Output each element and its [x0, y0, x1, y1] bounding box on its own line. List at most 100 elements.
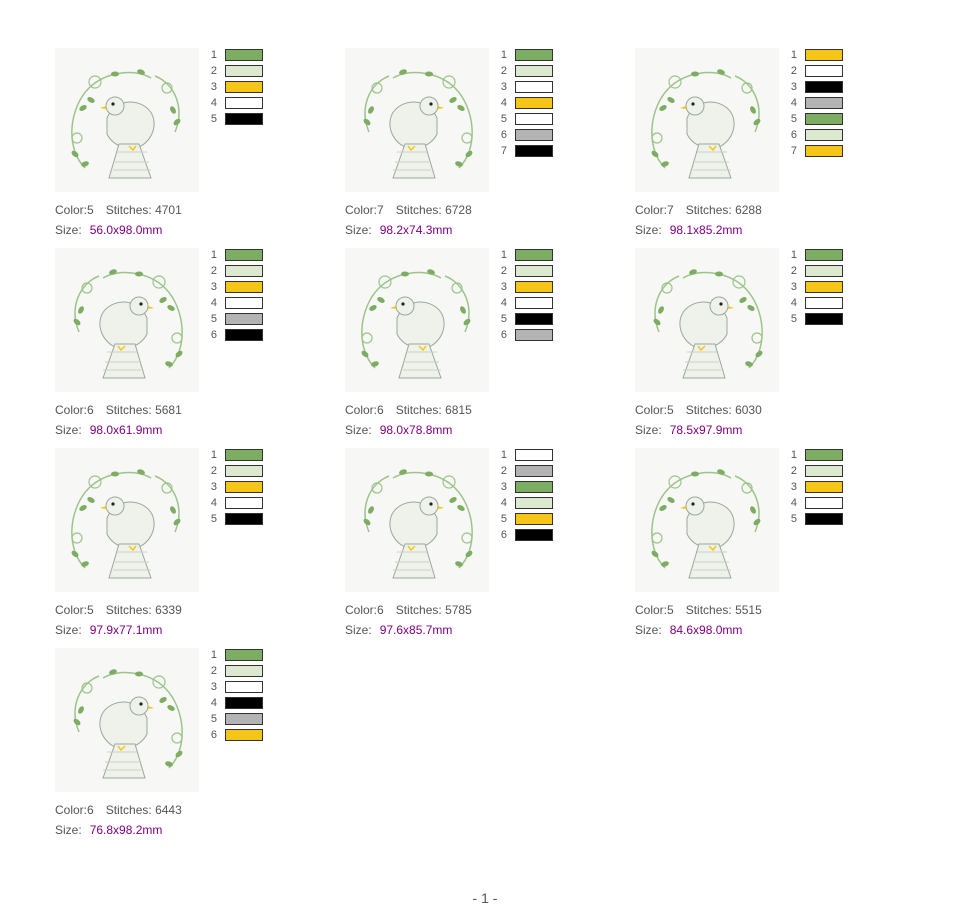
thread-color-swatch — [225, 97, 263, 109]
thread-color-swatch — [805, 513, 843, 525]
color-stitch-row: Color:6 Stitches: 6443 — [55, 803, 182, 817]
thread-color-number: 1 — [210, 249, 217, 261]
thread-color-number: 5 — [210, 313, 217, 325]
color-stitch-row: Color:6 Stitches: 5681 — [55, 403, 182, 417]
thread-color-swatch — [225, 729, 263, 741]
thread-color-swatch — [515, 313, 553, 325]
thread-color-swatch — [225, 281, 263, 293]
thread-color-swatch — [805, 313, 843, 325]
color-stitch-row: Color:5 Stitches: 5515 — [635, 603, 762, 617]
thread-color-number: 1 — [790, 449, 797, 461]
thread-color-number: 1 — [500, 49, 507, 61]
thread-color-swatch — [225, 265, 263, 277]
color-label: Color: — [635, 403, 668, 417]
stitches-count: 6443 — [155, 803, 182, 817]
thread-color-number: 3 — [210, 681, 217, 693]
size-row: Size: 97.9x77.1mm — [55, 623, 162, 637]
thread-color-number: 2 — [210, 665, 217, 677]
thread-color-swatch — [515, 497, 553, 509]
thread-color-number: 2 — [210, 465, 217, 477]
thread-color-number: 2 — [500, 465, 507, 477]
size-label: Size: — [345, 423, 372, 437]
thread-color-swatch — [225, 65, 263, 77]
thread-color-swatch — [805, 249, 843, 261]
thread-color-number: 5 — [790, 513, 797, 525]
thread-color-number: 6 — [500, 529, 507, 541]
color-count: 5 — [87, 603, 94, 617]
thread-color-swatch — [805, 145, 843, 157]
thread-color-swatch — [225, 497, 263, 509]
color-count: 6 — [377, 403, 384, 417]
thread-color-swatch — [225, 449, 263, 461]
size-row: Size: 98.0x78.8mm — [345, 423, 452, 437]
thread-color-number: 4 — [790, 297, 797, 309]
thread-color-number: 4 — [210, 497, 217, 509]
thread-color-number: 6 — [210, 729, 217, 741]
thread-color-number: 2 — [500, 265, 507, 277]
color-label: Color: — [345, 203, 378, 217]
size-label: Size: — [345, 623, 372, 637]
thread-color-number: 3 — [790, 481, 797, 493]
size-row: Size: 98.0x61.9mm — [55, 423, 162, 437]
thread-color-number: 3 — [210, 481, 217, 493]
stitches-count: 6339 — [155, 603, 182, 617]
thread-color-swatch — [805, 465, 843, 477]
size-label: Size: — [635, 623, 662, 637]
stitches-label: Stitches: — [105, 203, 152, 217]
thread-color-swatch — [805, 297, 843, 309]
thread-color-number: 6 — [790, 129, 797, 141]
thread-color-swatch — [515, 513, 553, 525]
thread-color-number: 4 — [210, 97, 217, 109]
thread-color-swatch — [515, 297, 553, 309]
thread-color-swatch — [225, 313, 263, 325]
size-label: Size: — [55, 823, 82, 837]
thread-color-swatch — [225, 481, 263, 493]
thread-color-swatch — [515, 49, 553, 61]
dove-embroidery-image — [635, 48, 779, 192]
thread-color-swatch — [225, 681, 263, 693]
thread-color-swatch — [805, 65, 843, 77]
thread-color-number: 3 — [790, 81, 797, 93]
thread-color-swatch — [515, 249, 553, 261]
page-number: - 1 - — [472, 890, 498, 906]
size-value: 98.1x85.2mm — [669, 223, 743, 237]
thread-color-swatch — [225, 249, 263, 261]
color-stitch-row: Color:5 Stitches: 4701 — [55, 203, 182, 217]
size-label: Size: — [55, 623, 82, 637]
thread-color-swatch — [225, 713, 263, 725]
thread-color-number: 5 — [210, 113, 217, 125]
thread-color-swatch — [805, 49, 843, 61]
size-row: Size: 76.8x98.2mm — [55, 823, 162, 837]
stitches-count: 5785 — [445, 603, 472, 617]
color-count: 6 — [377, 603, 384, 617]
thread-color-swatch — [225, 81, 263, 93]
thread-color-swatch — [515, 329, 553, 341]
thread-color-swatch — [805, 129, 843, 141]
color-count: 7 — [667, 203, 674, 217]
thread-color-swatch — [805, 481, 843, 493]
thread-color-number: 6 — [500, 129, 507, 141]
thread-color-number: 2 — [790, 265, 797, 277]
thread-color-number: 1 — [210, 49, 217, 61]
thread-color-number: 4 — [500, 497, 507, 509]
thread-color-number: 7 — [500, 145, 507, 157]
stitches-label: Stitches: — [685, 603, 732, 617]
color-stitch-row: Color:6 Stitches: 5785 — [345, 603, 472, 617]
size-value: 98.0x61.9mm — [89, 423, 163, 437]
thread-color-swatch — [515, 449, 553, 461]
stitches-label: Stitches: — [395, 203, 442, 217]
thread-color-swatch — [515, 129, 553, 141]
stitches-count: 6815 — [445, 403, 472, 417]
stitches-count: 6288 — [735, 203, 762, 217]
thread-color-number: 3 — [790, 281, 797, 293]
thread-color-number: 1 — [210, 649, 217, 661]
stitches-count: 4701 — [155, 203, 182, 217]
